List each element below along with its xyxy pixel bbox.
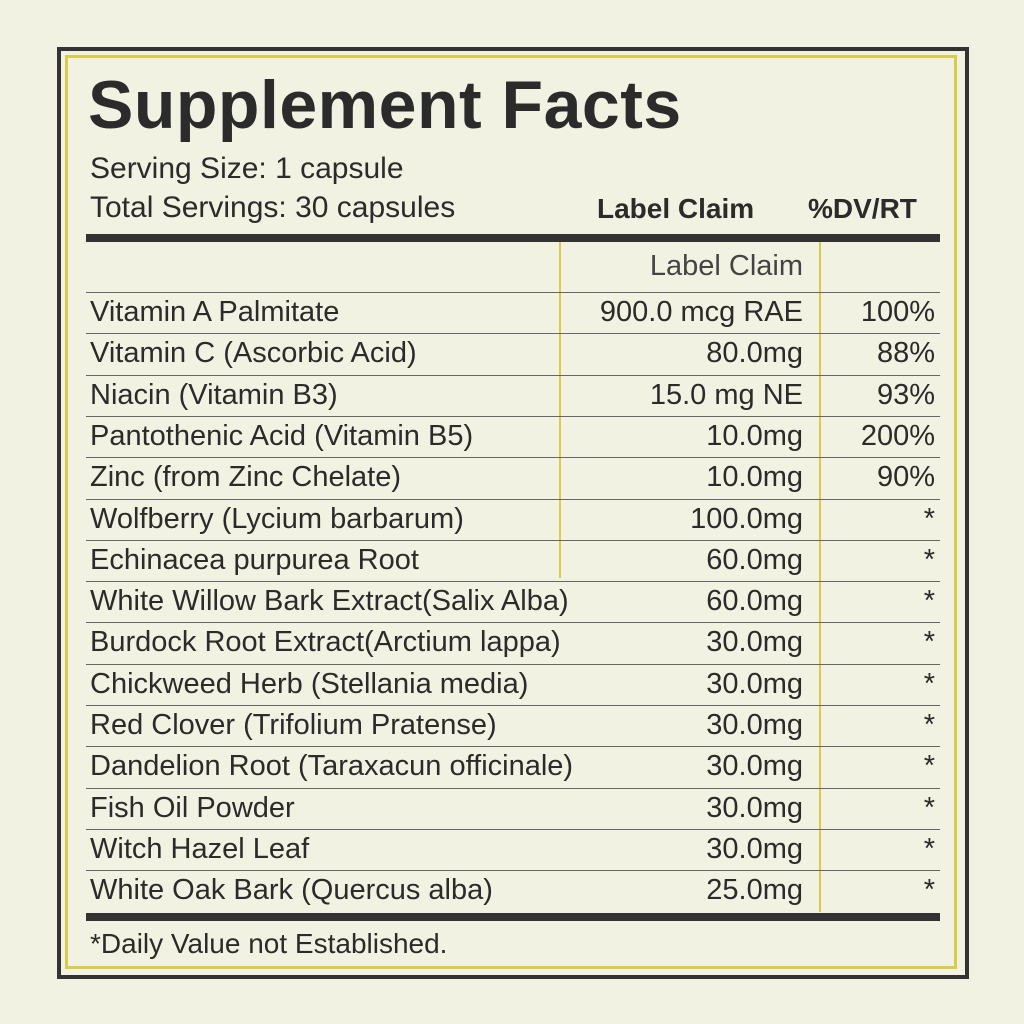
daily-value: * <box>923 833 935 865</box>
row-line <box>86 375 940 376</box>
daily-value: 100% <box>860 296 935 328</box>
amount: 60.0mg <box>706 544 803 576</box>
divider <box>86 913 940 921</box>
title: Supplement Facts <box>88 67 682 143</box>
ingredient-name: White Willow Bark Extract(Salix Alba) <box>90 585 569 617</box>
daily-value: * <box>923 874 935 906</box>
daily-value: * <box>923 626 935 658</box>
footnote: *Daily Value not Established. <box>90 928 448 959</box>
row-line <box>86 705 940 706</box>
daily-value: * <box>923 792 935 824</box>
ingredient-name: Red Clover (Trifolium Pratense) <box>90 709 497 741</box>
row-line <box>86 292 940 293</box>
ingredient-name: Zinc (from Zinc Chelate) <box>90 461 402 493</box>
row-line <box>86 870 940 871</box>
row-line <box>86 788 940 789</box>
ingredient-name: Dandelion Root (Taraxacun officinale) <box>90 750 574 782</box>
ingredient-name: Vitamin C (Ascorbic Acid) <box>90 337 417 369</box>
ingredient-name: Chickweed Herb (Stellania media) <box>90 668 529 700</box>
daily-value: 93% <box>876 379 935 411</box>
daily-value: 88% <box>876 337 935 369</box>
ingredient-name: Wolfberry (Lycium barbarum) <box>90 503 464 535</box>
row-line <box>86 746 940 747</box>
daily-value: * <box>923 709 935 741</box>
outer-border <box>57 47 969 979</box>
row-line <box>86 581 940 582</box>
divider <box>86 234 940 242</box>
row-line <box>86 829 940 830</box>
amount: 25.0mg <box>706 874 803 906</box>
row-line <box>86 457 940 458</box>
ingredient-name: Niacin (Vitamin B3) <box>90 379 338 411</box>
subheader: Label Claim <box>649 250 803 282</box>
ingredient-name: Echinacea purpurea Root <box>90 544 419 576</box>
inner-border <box>65 55 957 969</box>
ingredient-name: Pantothenic Acid (Vitamin B5) <box>90 420 474 452</box>
ingredient-name: White Oak Bark (Quercus alba) <box>90 874 493 906</box>
row-line <box>86 622 940 623</box>
ingredient-name: Witch Hazel Leaf <box>90 833 310 865</box>
serving-size: Serving Size: 1 capsule <box>90 152 404 185</box>
amount: 15.0 mg NE <box>649 379 803 411</box>
amount: 30.0mg <box>706 626 803 658</box>
row-line <box>86 333 940 334</box>
ingredient-name: Burdock Root Extract(Arctium lappa) <box>90 626 561 658</box>
amount: 10.0mg <box>706 420 803 452</box>
daily-value: * <box>923 668 935 700</box>
daily-value: * <box>923 750 935 782</box>
column-header: Label Claim <box>597 193 755 224</box>
daily-value: * <box>923 503 935 535</box>
daily-value: 90% <box>876 461 935 493</box>
row-line <box>86 664 940 665</box>
amount: 60.0mg <box>706 585 803 617</box>
amount: 30.0mg <box>706 833 803 865</box>
amount: 900.0 mcg RAE <box>599 296 803 328</box>
amount: 10.0mg <box>706 461 803 493</box>
ingredient-name: Vitamin A Palmitate <box>90 296 340 328</box>
total-servings: Total Servings: 30 capsules <box>90 191 456 224</box>
column-header: %DV/RT <box>808 193 917 224</box>
amount: 30.0mg <box>706 709 803 741</box>
amount: 100.0mg <box>690 503 803 535</box>
amount: 30.0mg <box>706 750 803 782</box>
row-line <box>86 540 940 541</box>
daily-value: * <box>923 585 935 617</box>
row-line <box>86 499 940 500</box>
amount: 80.0mg <box>706 337 803 369</box>
daily-value: * <box>923 544 935 576</box>
column-line <box>819 242 821 912</box>
amount: 30.0mg <box>706 792 803 824</box>
column-line <box>559 242 561 578</box>
row-line <box>86 416 940 417</box>
daily-value: 200% <box>860 420 935 452</box>
amount: 30.0mg <box>706 668 803 700</box>
ingredient-name: Fish Oil Powder <box>90 792 295 824</box>
